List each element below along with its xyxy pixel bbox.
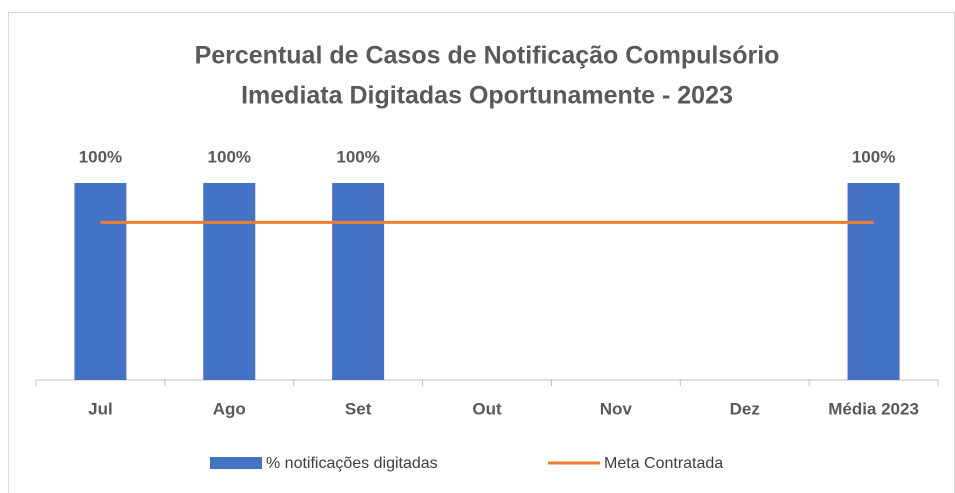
chart-title: Imediata Digitadas Oportunamente - 2023 [241, 82, 733, 110]
bar [332, 183, 385, 380]
x-tick-label: Ago [213, 399, 246, 418]
data-label: 100% [208, 147, 251, 166]
legend-label: % notificações digitadas [266, 455, 438, 472]
data-label: 100% [852, 147, 895, 166]
bar [847, 183, 900, 380]
chart-title: Percentual de Casos de Notificação Compu… [195, 42, 780, 70]
legend-swatch [210, 457, 262, 469]
data-label: 100% [79, 147, 122, 166]
data-label: 100% [336, 147, 379, 166]
legend-label: Meta Contratada [604, 455, 723, 472]
x-tick-label: Out [472, 399, 502, 418]
chart-frame [8, 12, 955, 493]
x-tick-label: Jul [88, 399, 113, 418]
bar [203, 183, 256, 380]
x-tick-label: Set [345, 399, 372, 418]
bar [74, 183, 127, 380]
x-tick-label: Média 2023 [828, 399, 919, 418]
x-tick-label: Nov [600, 399, 633, 418]
x-tick-label: Dez [730, 399, 760, 418]
